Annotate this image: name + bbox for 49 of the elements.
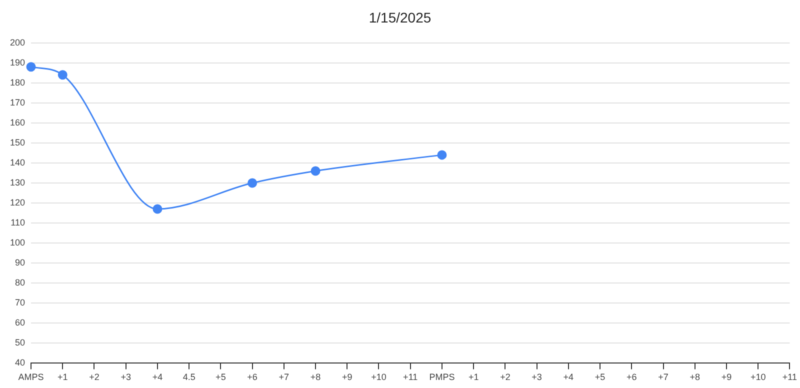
y-tick-label: 180 xyxy=(10,77,26,88)
x-tick-label: +3 xyxy=(532,372,542,382)
x-tick-label: +4 xyxy=(563,372,574,382)
x-tick-label: +6 xyxy=(626,372,637,382)
x-tick-label: +8 xyxy=(310,372,321,382)
x-tick-label: AMPS xyxy=(18,372,44,382)
x-tick-label: +7 xyxy=(658,372,668,382)
x-tick-label: +9 xyxy=(721,372,732,382)
x-tick-label: +5 xyxy=(594,372,606,382)
y-tick-label: 160 xyxy=(10,117,26,128)
point xyxy=(26,62,36,72)
x-tick-label: +5 xyxy=(216,372,226,382)
y-tick-label: 70 xyxy=(15,298,26,308)
x-tick-label: +7 xyxy=(278,372,290,382)
x-tick-label: +4 xyxy=(152,372,163,382)
x-tick-label: +10 xyxy=(371,372,386,382)
y-tick-label: 40 xyxy=(15,358,26,368)
y-tick-label: 190 xyxy=(10,57,26,68)
x-tick-label: +1 xyxy=(57,372,68,382)
x-tick-label: +8 xyxy=(690,372,700,382)
y-tick-label: 200 xyxy=(10,37,26,48)
y-tick-label: 140 xyxy=(10,157,26,168)
y-tick-label: 50 xyxy=(15,338,26,348)
x-tick-label: +6 xyxy=(247,372,258,382)
x-tick-label: +2 xyxy=(89,372,100,382)
x-tick-label: 4.5 xyxy=(182,372,196,382)
y-tick-label: 150 xyxy=(10,137,26,148)
x-tick-label: +3 xyxy=(120,372,131,382)
x-tick-label: +11 xyxy=(403,372,418,382)
y-tick-label: 80 xyxy=(15,278,26,288)
y-tick-label: 120 xyxy=(10,197,26,208)
point xyxy=(310,166,320,176)
x-tick-label: +1 xyxy=(468,372,479,382)
y-tick-label: 130 xyxy=(10,177,26,188)
chart-title: 1/15/2025 xyxy=(368,9,432,26)
y-tick-label: 100 xyxy=(10,238,26,248)
point xyxy=(437,150,447,160)
point xyxy=(248,178,258,188)
point xyxy=(152,204,162,214)
x-tick-label: +10 xyxy=(750,372,766,382)
x-tick-label: +11 xyxy=(782,372,798,382)
y-tick-label: 170 xyxy=(10,97,26,108)
y-tick-label: 110 xyxy=(10,218,26,228)
x-tick-label: PMPS xyxy=(429,372,455,382)
point xyxy=(58,70,68,80)
y-tick-label: 60 xyxy=(15,318,26,328)
x-tick-label: +9 xyxy=(342,372,352,382)
y-tick-label: 90 xyxy=(15,258,26,268)
x-tick-label: +2 xyxy=(500,372,510,382)
